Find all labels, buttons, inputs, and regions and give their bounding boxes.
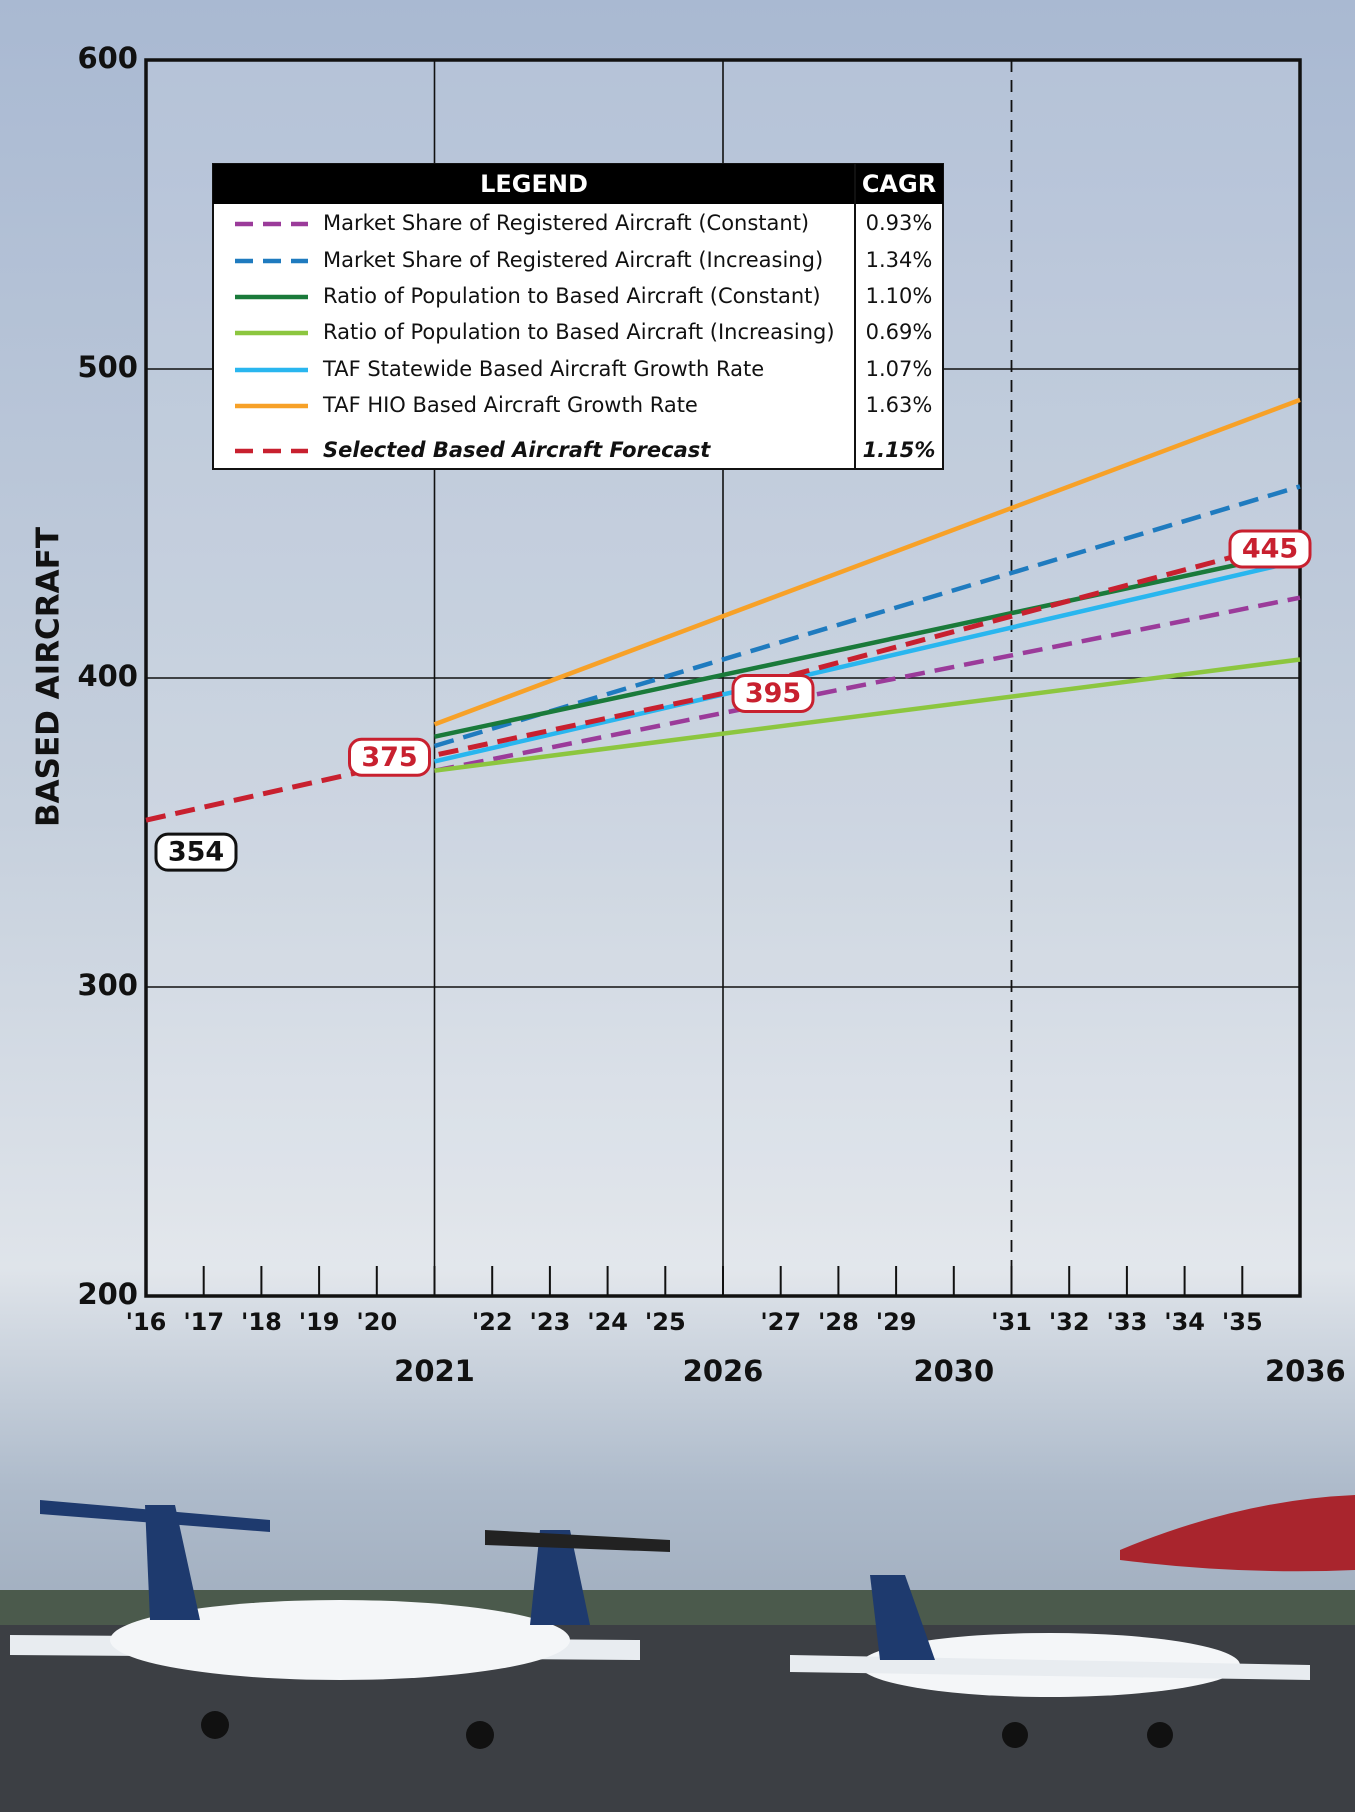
- legend-header: [213, 164, 943, 204]
- legend-label: Ratio of Population to Based Aircraft (C…: [323, 284, 821, 308]
- x-tick-label: '35: [1222, 1308, 1263, 1336]
- legend-label: TAF Statewide Based Aircraft Growth Rate: [322, 357, 764, 381]
- x-tick-label: '33: [1107, 1308, 1148, 1336]
- y-tick-label: 300: [77, 968, 138, 1002]
- legend-cagr: 1.07%: [866, 357, 933, 381]
- value-label: 375: [361, 742, 417, 773]
- series-line: [433, 397, 1301, 727]
- x-tick-label: '17: [183, 1308, 224, 1336]
- legend-box: [212, 163, 944, 470]
- legend-label: Market Share of Registered Aircraft (Inc…: [323, 248, 823, 272]
- legend-cagr: 1.34%: [866, 248, 933, 272]
- x-tick-label: '28: [818, 1308, 859, 1336]
- series-line: [434, 549, 1301, 739]
- y-tick-label: 600: [77, 41, 138, 75]
- value-label: 445: [1242, 533, 1298, 564]
- legend-value-title: CAGR: [862, 170, 936, 198]
- x-major-tick-label: 2026: [683, 1354, 764, 1388]
- legend-cagr: 1.10%: [866, 284, 933, 308]
- x-tick-label: '25: [645, 1308, 686, 1336]
- series-line: [145, 536, 1301, 823]
- x-tick-label: '31: [991, 1308, 1032, 1336]
- airplanes: [10, 1495, 1355, 1749]
- x-tick-label: '34: [1164, 1308, 1205, 1336]
- y-tick-label: 400: [77, 659, 138, 693]
- value-label-box: [731, 673, 815, 713]
- series-line: [434, 657, 1301, 773]
- value-label-box: [1228, 529, 1312, 569]
- legend-cagr: 1.63%: [866, 393, 933, 417]
- legend-label: TAF HIO Based Aircraft Growth Rate: [322, 393, 698, 417]
- legend-label: Ratio of Population to Based Aircraft (I…: [323, 320, 835, 344]
- legend-label: Selected Based Aircraft Forecast: [323, 438, 711, 462]
- legend-label: Market Share of Registered Aircraft (Con…: [323, 211, 809, 235]
- legend-cagr: 0.93%: [866, 211, 933, 235]
- x-tick-label: '32: [1049, 1308, 1090, 1336]
- y-tick-label: 200: [77, 1277, 138, 1311]
- x-tick-label: '20: [356, 1308, 397, 1336]
- x-tick-label: '27: [760, 1308, 801, 1336]
- series-line: [434, 595, 1301, 773]
- y-axis-label: BASED AIRCRAFT: [31, 527, 67, 827]
- x-major-tick-label: 2030: [913, 1354, 994, 1388]
- x-tick-label: '16: [126, 1308, 167, 1336]
- plot-frame: [144, 58, 1302, 1298]
- value-label-box: [154, 832, 238, 872]
- x-major-tick-label: 2021: [394, 1354, 475, 1388]
- legend-cagr: 1.15%: [863, 438, 936, 462]
- value-label: 395: [745, 678, 801, 709]
- x-tick-label: '29: [876, 1308, 917, 1336]
- value-label: 354: [168, 837, 224, 868]
- series-line: [433, 484, 1301, 749]
- x-tick-label: '22: [472, 1308, 513, 1336]
- series-line: [433, 558, 1301, 764]
- legend-cagr: 0.69%: [866, 320, 933, 344]
- x-tick-label: '24: [587, 1308, 628, 1336]
- x-tick-label: '23: [530, 1308, 571, 1336]
- legend-title: LEGEND: [480, 170, 588, 198]
- y-tick-label: 500: [77, 350, 138, 384]
- x-major-tick-label: 2036: [1265, 1354, 1346, 1388]
- value-label-box: [348, 737, 431, 777]
- x-tick-label: '18: [241, 1308, 282, 1336]
- x-tick-label: '19: [299, 1308, 340, 1336]
